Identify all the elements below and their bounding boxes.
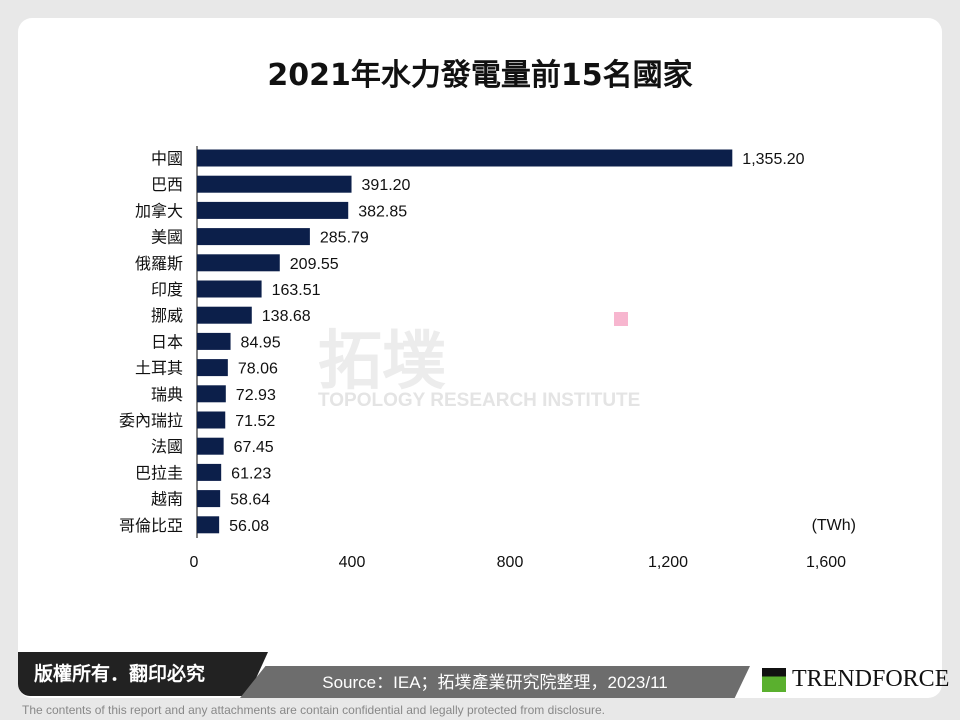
category-label: 印度 (151, 280, 183, 299)
category-label: 挪威 (151, 306, 183, 325)
x-tick-label: 1,600 (806, 554, 846, 571)
value-label: 58.64 (230, 492, 270, 509)
value-label: 391.20 (362, 177, 411, 194)
bar (197, 359, 228, 377)
logo-icon (762, 667, 786, 692)
bar (197, 175, 352, 193)
category-label: 土耳其 (135, 359, 183, 378)
bar (197, 201, 349, 219)
x-tick-label: 800 (497, 554, 524, 571)
chart-title: 2021年水力發電量前15名國家 (267, 58, 693, 93)
chart-card (18, 18, 942, 698)
bar (197, 385, 226, 403)
value-label: 67.45 (234, 439, 274, 456)
unit-label: (TWh) (812, 517, 856, 534)
decorative-square (614, 312, 628, 326)
category-label: 巴西 (151, 175, 183, 194)
value-label: 78.06 (238, 361, 278, 378)
category-label: 巴拉圭 (135, 463, 183, 482)
category-label: 加拿大 (135, 201, 183, 220)
value-label: 163.51 (272, 282, 321, 299)
disclaimer: The contents of this report and any atta… (22, 703, 605, 717)
value-label: 382.85 (358, 203, 407, 220)
bar (197, 306, 252, 324)
copyright-banner: 版權所有．翻印必究 (18, 652, 268, 696)
value-label: 1,355.20 (742, 151, 804, 168)
watermark-text: TOPOLOGY RESEARCH INSTITUTE (318, 390, 641, 411)
category-label: 日本 (151, 332, 183, 351)
bar (197, 437, 224, 455)
value-label: 61.23 (231, 465, 271, 482)
bar (197, 280, 262, 298)
bar (197, 332, 231, 350)
x-tick-label: 1,200 (648, 554, 688, 571)
category-label: 越南 (151, 490, 183, 509)
category-label: 中國 (151, 149, 183, 168)
value-label: 138.68 (262, 308, 311, 325)
bar (197, 411, 226, 429)
source-banner: Source：IEA；拓墣產業研究院整理，2023/11 (240, 666, 750, 698)
value-label: 285.79 (320, 230, 369, 247)
value-label: 56.08 (229, 518, 269, 535)
category-label: 俄羅斯 (135, 254, 183, 273)
value-label: 72.93 (236, 387, 276, 404)
category-label: 哥倫比亞 (119, 516, 183, 535)
bar (197, 149, 733, 167)
value-label: 209.55 (290, 256, 339, 273)
bar (197, 490, 221, 508)
value-label: 84.95 (241, 334, 281, 351)
bar (197, 463, 222, 481)
value-label: 71.52 (235, 413, 275, 430)
category-label: 委內瑞拉 (119, 411, 183, 430)
category-label: 美國 (151, 228, 183, 247)
x-tick-label: 400 (339, 554, 366, 571)
bar (197, 516, 220, 534)
watermark-logo: 拓墣 (318, 325, 446, 399)
category-label: 法國 (151, 437, 183, 456)
category-label: 瑞典 (151, 385, 183, 404)
x-tick-label: 0 (190, 554, 199, 571)
bar (197, 228, 310, 246)
trendforce-logo: TRENDFORCE (762, 666, 949, 693)
bar (197, 254, 280, 272)
